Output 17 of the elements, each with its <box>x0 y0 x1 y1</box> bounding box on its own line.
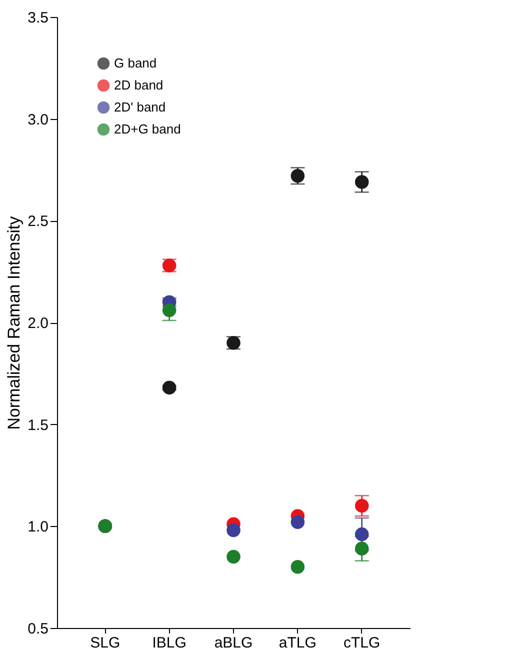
y-tick-label: 2.0 <box>28 315 48 332</box>
y-tick-label: 1.5 <box>28 416 48 434</box>
y-axis-title: Normalized Raman Intensity <box>4 216 24 430</box>
legend-label: G band <box>114 56 157 70</box>
y-tick-label: 1.0 <box>28 518 48 536</box>
y-tick-label: 2.5 <box>28 213 48 230</box>
x-tick-label: IBLG <box>152 634 186 652</box>
x-tick-label: SLG <box>90 634 120 652</box>
legend-label: 2D' band <box>114 100 166 114</box>
x-tick-label: aBLG <box>214 634 253 652</box>
x-tick-label: aTLG <box>278 634 316 652</box>
y-tick-label: 0.5 <box>28 620 48 638</box>
y-tick-label: 3.5 <box>28 10 48 26</box>
x-tick-label: cTLG <box>344 634 380 652</box>
y-tick-label: 3.0 <box>28 111 48 128</box>
legend-label: 2D+G band <box>114 122 181 136</box>
legend-label: 2D band <box>114 78 164 92</box>
